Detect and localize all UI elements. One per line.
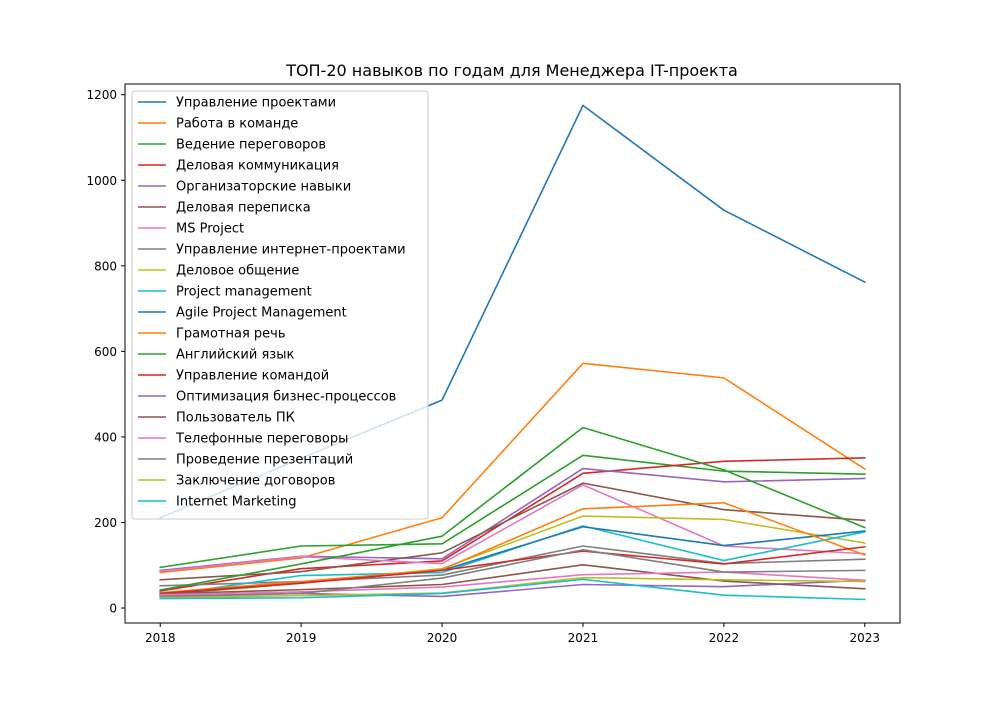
legend-label: Ведение переговоров	[176, 138, 326, 153]
x-tick-label: 2018	[145, 631, 176, 645]
chart-title: ТОП-20 навыков по годам для Менеджера IT…	[285, 61, 738, 80]
axes-frame	[124, 83, 901, 624]
x-tick-label: 2021	[568, 631, 599, 645]
y-tick-label: 1200	[86, 88, 117, 102]
series-line-13	[159, 426, 866, 591]
legend-label: Project management	[176, 285, 312, 300]
y-tick-label: 1000	[86, 174, 117, 188]
x-tick-label: 2022	[709, 631, 740, 645]
series-line-18	[159, 549, 866, 598]
x-tick-label: 2020	[427, 631, 458, 645]
legend-label: Управление проектами	[176, 96, 336, 111]
legend-label: MS Project	[176, 222, 244, 237]
plot-area	[159, 104, 866, 601]
series-line-7	[159, 484, 866, 573]
legend-box	[131, 90, 429, 520]
y-tick-label: 200	[94, 516, 117, 530]
legend-label: Английский язык	[176, 348, 294, 363]
legend-label: Деловое общение	[176, 264, 299, 279]
y-tick-label: 0	[109, 602, 117, 616]
legend-label: Проведение презентаций	[176, 453, 353, 468]
legend-label: Internet Marketing	[176, 495, 297, 510]
legend-label: Пользователь ПК	[176, 411, 295, 426]
x-tick-label: 2023	[849, 631, 880, 645]
y-tick-label: 600	[94, 345, 117, 359]
series-line-20	[159, 578, 866, 601]
x-tick-label: 2019	[286, 631, 317, 645]
series-line-12	[159, 501, 866, 594]
series-line-19	[159, 576, 866, 599]
y-tick-label: 800	[94, 259, 117, 273]
legend-label: Управление командой	[176, 369, 329, 384]
y-tick-label: 400	[94, 430, 117, 444]
series-line-3	[159, 454, 866, 569]
series-line-16	[159, 564, 866, 595]
legend-label: Телефонные переговоры	[175, 432, 348, 447]
series-line-17	[159, 571, 866, 596]
series-line-2	[159, 362, 866, 574]
legend: Управление проектами Работа в команде Веде…	[131, 90, 429, 520]
legend-label: Грамотная речь	[176, 327, 286, 342]
legend-label: Заключение договоров	[176, 474, 335, 489]
series-line-14	[159, 545, 866, 595]
legend-label: Деловая коммуникация	[176, 159, 339, 174]
legend-label: Управление интернет-проектами	[176, 243, 406, 258]
legend-label: Оптимизация бизнес-процессов	[176, 390, 396, 405]
legend-label: Работа в команде	[176, 117, 298, 132]
legend-label: Организаторские навыки	[176, 180, 351, 195]
legend-label: Agile Project Management	[176, 306, 347, 321]
axes: 2018 2019 2020 2021 2022 2023 0 200 400 600 800 100…	[86, 83, 901, 645]
legend-label: Деловая переписка	[176, 201, 311, 216]
